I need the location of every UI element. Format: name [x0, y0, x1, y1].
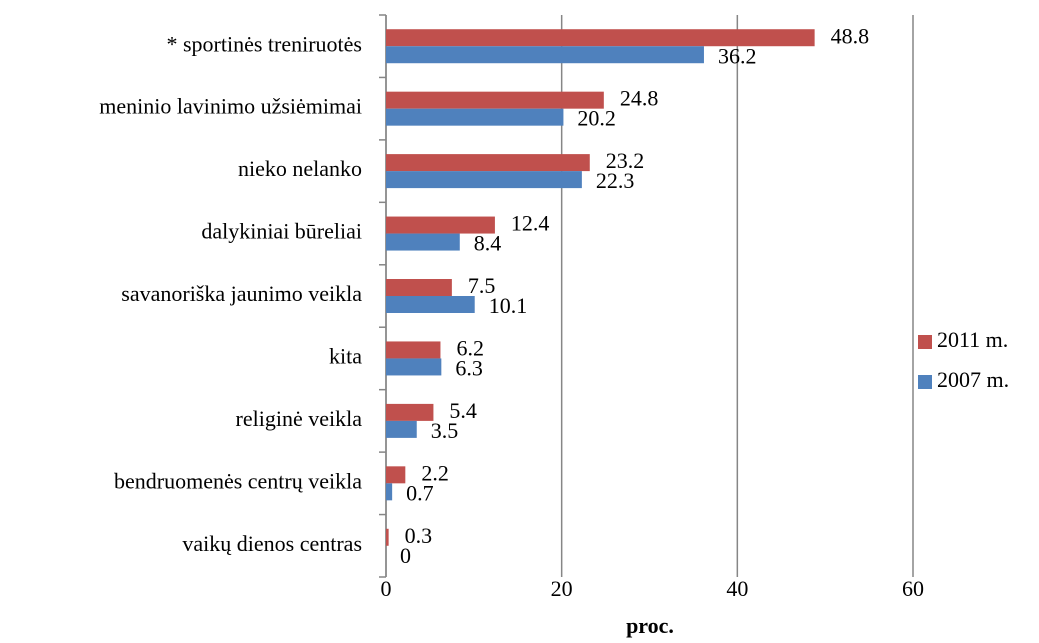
legend-label: 2011 m.	[937, 327, 1008, 352]
data-label: 0.7	[406, 480, 434, 505]
bar	[386, 29, 815, 47]
data-label: 7.5	[468, 273, 496, 298]
data-label: 2.2	[421, 460, 449, 485]
bar	[386, 46, 704, 64]
data-label: 48.8	[831, 23, 870, 48]
bar	[386, 216, 495, 234]
legend-swatch	[918, 375, 932, 389]
x-tick-label: 60	[902, 576, 924, 601]
bar	[386, 466, 406, 484]
y-tick-label: savanoriška jaunimo veikla	[121, 281, 362, 306]
y-tick-label: meninio lavinimo užsiėmimai	[99, 94, 362, 119]
y-tick-label: dalykiniai būreliai	[201, 219, 362, 244]
data-label: 0.3	[405, 523, 433, 548]
data-label: 8.4	[474, 231, 502, 256]
data-label: 3.5	[431, 418, 459, 443]
bar	[386, 403, 434, 421]
bar	[386, 108, 564, 126]
data-label: 20.2	[577, 106, 616, 131]
y-tick-label: religinė veikla	[236, 406, 363, 431]
x-axis-title: proc.	[626, 613, 674, 638]
bar	[386, 91, 604, 109]
bar	[386, 233, 460, 251]
data-label: 0	[400, 543, 411, 568]
bar	[386, 154, 590, 172]
data-label: 6.3	[455, 355, 483, 380]
bar	[386, 341, 441, 359]
y-tick-label: kita	[329, 343, 362, 368]
y-tick-label: nieko nelanko	[238, 156, 362, 181]
bar	[386, 296, 475, 313]
legend-swatch	[918, 335, 932, 349]
bar	[386, 483, 393, 501]
x-tick-label: 20	[551, 576, 573, 601]
data-label: 23.2	[606, 148, 645, 173]
data-label: 6.2	[456, 335, 484, 360]
bar	[386, 528, 389, 546]
data-label: 36.2	[718, 43, 757, 68]
legend-label: 2007 m.	[937, 367, 1009, 392]
bar	[386, 358, 442, 376]
data-label: 5.4	[449, 398, 477, 423]
bar	[386, 420, 417, 438]
data-label: 22.3	[596, 168, 635, 193]
bar	[386, 279, 452, 296]
x-tick-label: 0	[381, 576, 392, 601]
data-label: 12.4	[511, 211, 550, 236]
data-label: 10.1	[489, 293, 528, 318]
y-tick-label: vaikų dienos centras	[182, 531, 362, 556]
data-label: 24.8	[620, 86, 659, 111]
bar	[386, 171, 582, 189]
x-tick-label: 40	[726, 576, 748, 601]
y-tick-label: * sportinės treniruotės	[166, 31, 362, 56]
y-tick-label: bendruomenės centrų veikla	[114, 468, 362, 493]
